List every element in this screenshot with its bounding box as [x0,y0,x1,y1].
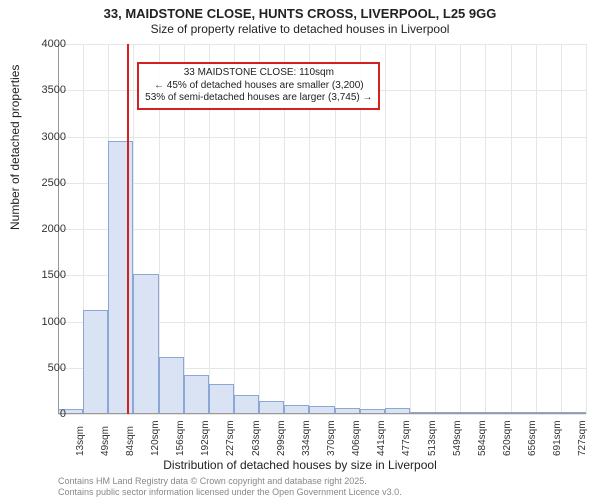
gridline-h [58,183,586,184]
xtick-label: 13sqm [75,426,86,456]
xtick-label: 227sqm [225,420,236,456]
histogram-bar [159,357,184,414]
xtick-label: 727sqm [577,420,588,456]
xtick-label: 334sqm [301,420,312,456]
gridline-v [460,44,461,414]
xtick-label: 441sqm [376,420,387,456]
gridline-v [536,44,537,414]
annotation-line3: 53% of semi-detached houses are larger (… [145,92,372,105]
xtick-label: 656sqm [527,420,538,456]
gridline-h [58,229,586,230]
histogram-bar [108,141,133,414]
ytick-label: 3500 [16,84,66,96]
reference-line [127,44,129,414]
annotation-box: 33 MAIDSTONE CLOSE: 110sqm← 45% of detac… [137,62,380,110]
annotation-line2: ← 45% of detached houses are smaller (3,… [145,80,372,93]
xtick-label: 691sqm [552,420,563,456]
xtick-label: 263sqm [251,420,262,456]
annotation-line1: 33 MAIDSTONE CLOSE: 110sqm [145,67,372,80]
gridline-v [485,44,486,414]
gridline-v [435,44,436,414]
xtick-label: 620sqm [502,420,513,456]
histogram-bar [184,375,209,414]
ytick-label: 2000 [16,223,66,235]
xtick-label: 299sqm [276,420,287,456]
ytick-label: 1500 [16,269,66,281]
x-axis-label: Distribution of detached houses by size … [0,458,600,472]
xtick-label: 84sqm [125,426,136,456]
xtick-label: 584sqm [477,420,488,456]
histogram-bar [209,384,234,414]
xtick-label: 549sqm [452,420,463,456]
ytick-label: 3000 [16,131,66,143]
gridline-v [561,44,562,414]
xtick-label: 370sqm [326,420,337,456]
ytick-label: 2500 [16,177,66,189]
plot-area: 33 MAIDSTONE CLOSE: 110sqm← 45% of detac… [58,44,586,414]
gridline-v [385,44,386,414]
ytick-label: 1000 [16,316,66,328]
gridline-v [410,44,411,414]
ytick-label: 500 [16,362,66,374]
xtick-label: 156sqm [175,420,186,456]
xtick-label: 192sqm [200,420,211,456]
footer-line1: Contains HM Land Registry data © Crown c… [58,476,402,486]
ytick-label: 0 [16,408,66,420]
xtick-label: 477sqm [401,420,412,456]
xtick-label: 49sqm [100,426,111,456]
xtick-label: 406sqm [351,420,362,456]
histogram-bar [83,310,108,414]
title-line1: 33, MAIDSTONE CLOSE, HUNTS CROSS, LIVERP… [0,0,600,21]
histogram-bar [234,395,259,414]
footer-attribution: Contains HM Land Registry data © Crown c… [58,476,402,497]
gridline-h [58,414,586,415]
xtick-label: 120sqm [150,420,161,456]
gridline-h [58,44,586,45]
histogram-bar [133,274,158,414]
ytick-label: 4000 [16,38,66,50]
title-line2: Size of property relative to detached ho… [0,21,600,36]
gridline-v [586,44,587,414]
footer-line2: Contains public sector information licen… [58,487,402,497]
xtick-label: 513sqm [427,420,438,456]
gridline-v [511,44,512,414]
gridline-h [58,137,586,138]
